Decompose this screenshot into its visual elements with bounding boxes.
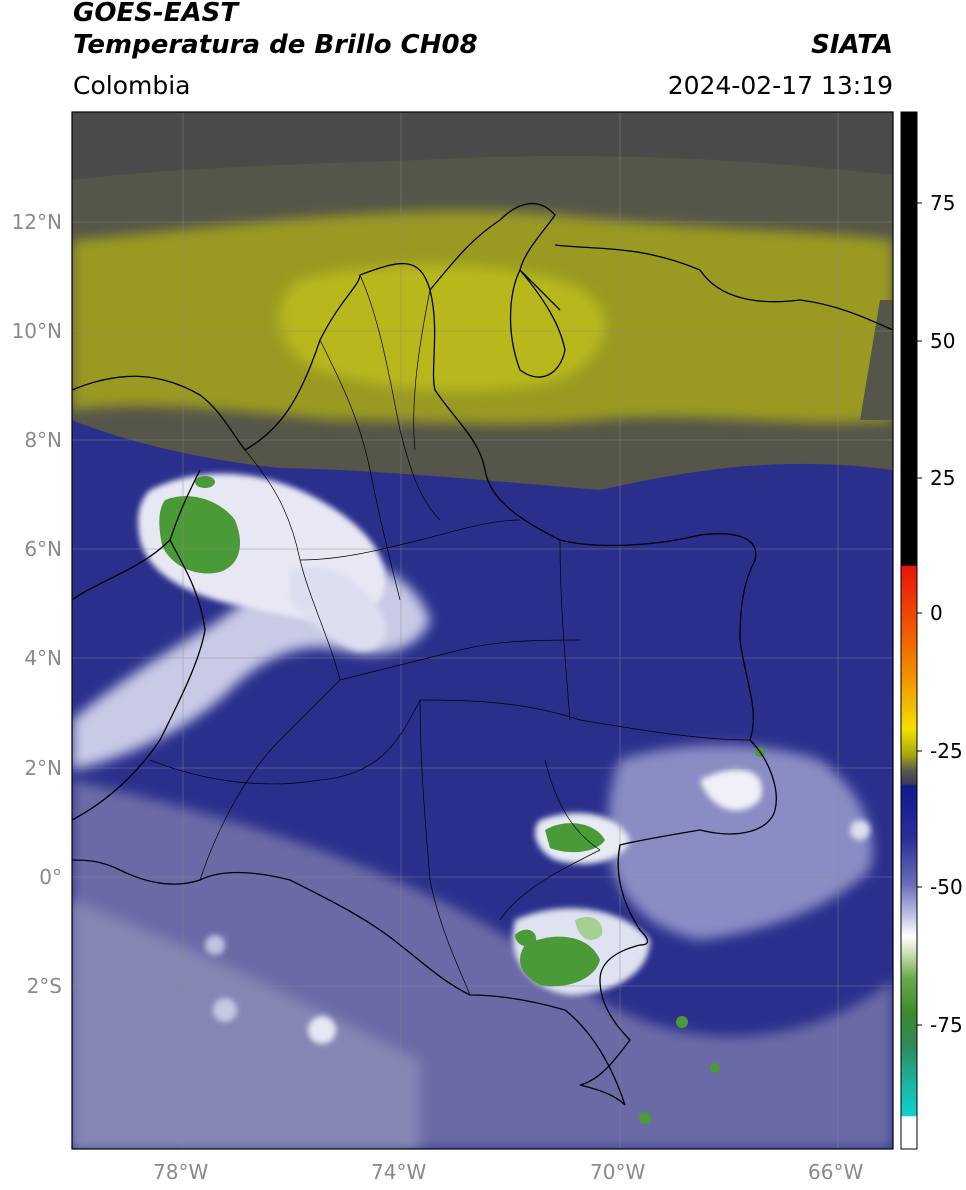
lat-tick-label: 0° [39,865,62,889]
lon-tick-label: 74°W [371,1160,427,1184]
map-imagery [72,112,893,1149]
lat-tick-label: 6°N [24,537,62,561]
colorbar-tick-label: -75 [930,1013,963,1037]
lon-tick-label: 66°W [808,1160,864,1184]
map-frame [71,111,894,1150]
colorbar-tick-label: -25 [930,739,963,763]
country-borders [72,202,893,1106]
datetime-label: 2024-02-17 13:19 [667,71,893,100]
lat-tick-label: 4°N [24,646,62,670]
colorbar-tick-label: 0 [930,601,943,625]
colorbar-tick-label: -50 [930,875,963,899]
lat-tick-label: 10°N [11,319,62,343]
lat-tick-label: 12°N [11,210,62,234]
source-label: SIATA [811,30,893,60]
lon-tick-label: 78°W [153,1160,209,1184]
lat-tick-label: 8°N [24,428,62,452]
region-label: Colombia [73,71,191,100]
lat-tick-label: 2°N [24,756,62,780]
lat-tick-label: 2°S [26,974,62,998]
lon-tick-label: 70°W [590,1160,646,1184]
colorbar-tick-label: 75 [930,191,956,215]
map-gridlines [72,112,893,1149]
department-borders [149,274,751,996]
colorbar-ticks [917,202,922,1026]
colorbar-tick-label: 25 [930,466,956,490]
colorbar [900,111,918,1150]
product-title: Temperatura de Brillo CH08 [73,30,478,60]
colorbar-tick-label: 50 [930,329,956,353]
satellite-title: GOES-EAST [73,0,239,28]
